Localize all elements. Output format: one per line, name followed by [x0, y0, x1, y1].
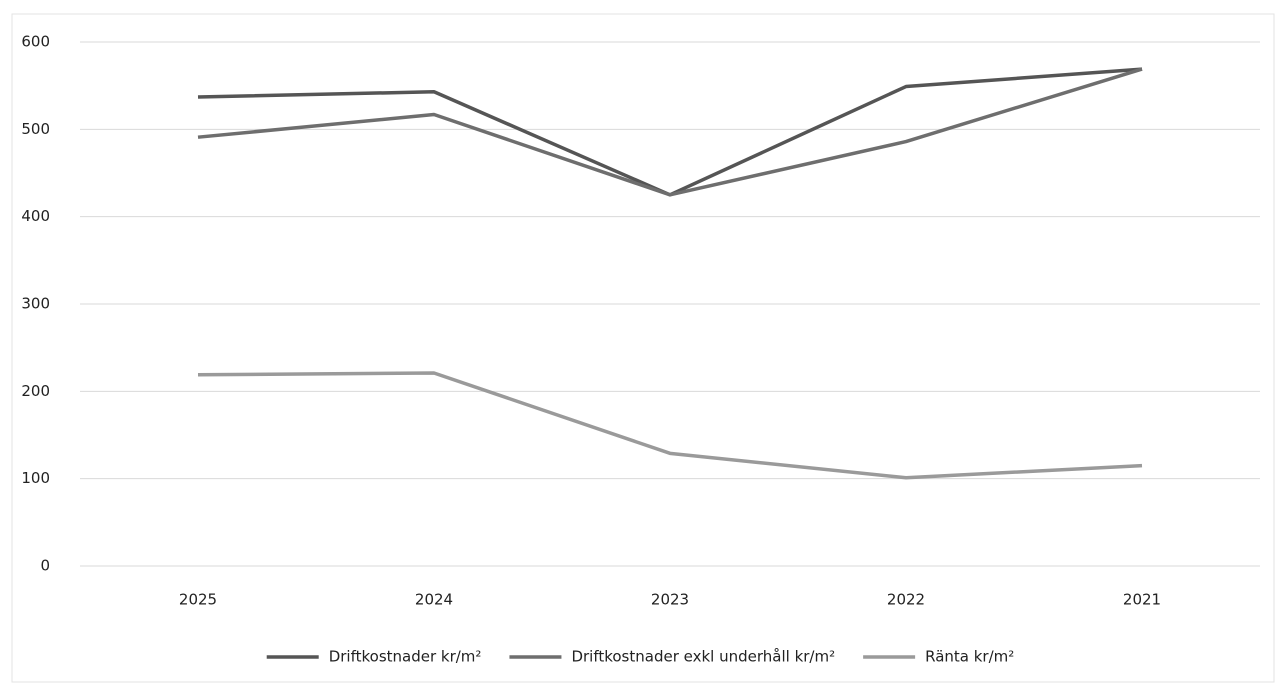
y-tick-label: 0 — [40, 557, 50, 575]
y-tick-label: 400 — [21, 207, 50, 225]
y-tick-label: 300 — [21, 295, 50, 313]
x-tick-label: 2022 — [887, 591, 925, 609]
x-tick-label: 2023 — [651, 591, 689, 609]
series-line — [197, 67, 1143, 197]
x-tick-label: 2024 — [415, 591, 453, 609]
y-tick-label: 600 — [21, 33, 50, 51]
y-tick-label: 200 — [21, 382, 50, 400]
y-tick-label: 500 — [21, 120, 50, 138]
chart-frame — [11, 13, 1275, 683]
legend-label: Driftkostnader kr/m² — [329, 648, 482, 666]
legend-label: Ränta kr/m² — [925, 648, 1014, 666]
x-tick-label: 2025 — [179, 591, 217, 609]
legend-label: Driftkostnader exkl underhåll kr/m² — [571, 648, 835, 666]
x-tick-label: 2021 — [1123, 591, 1161, 609]
y-tick-label: 100 — [21, 469, 50, 487]
series-line — [197, 371, 1143, 480]
